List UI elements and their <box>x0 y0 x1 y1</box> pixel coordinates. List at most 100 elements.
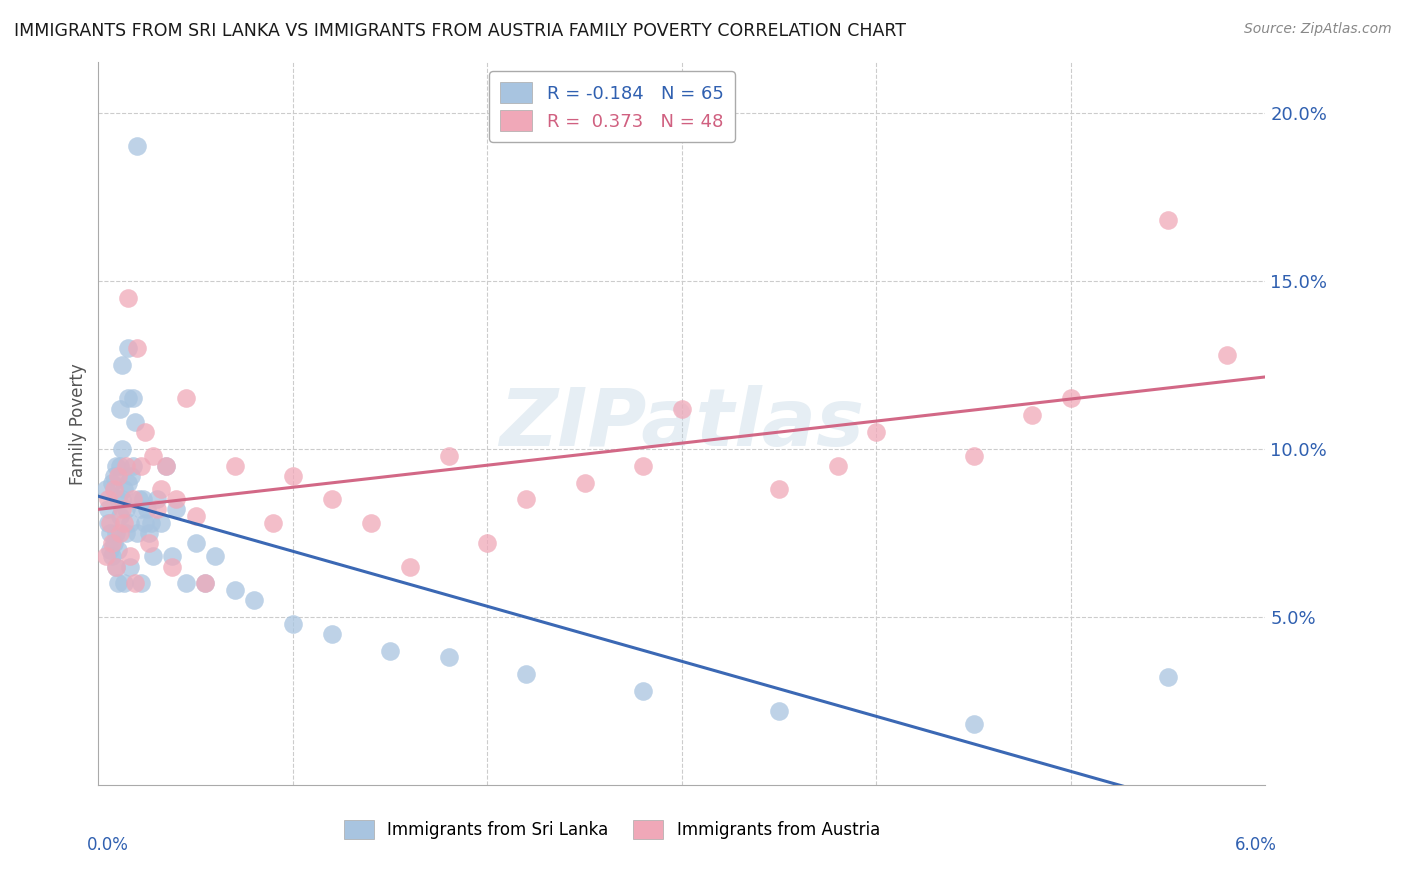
Point <box>1215 348 1237 362</box>
Point <box>174 392 197 406</box>
Point <box>117 291 139 305</box>
Point <box>134 516 156 530</box>
Point <box>117 475 139 490</box>
Point <box>112 482 135 496</box>
Point <box>281 468 304 483</box>
Point <box>1021 409 1043 423</box>
Point <box>118 516 141 530</box>
Point <box>117 392 139 406</box>
Point <box>184 509 207 524</box>
Point <box>118 559 141 574</box>
Point <box>107 542 129 557</box>
Point <box>111 502 134 516</box>
Text: ZIPatlas: ZIPatlas <box>499 384 865 463</box>
Point <box>437 650 460 665</box>
Text: Source: ZipAtlas.com: Source: ZipAtlas.com <box>1244 22 1392 37</box>
Point <box>111 442 134 456</box>
Point <box>1157 213 1180 227</box>
Point <box>962 449 984 463</box>
Point <box>142 449 165 463</box>
Point <box>97 492 120 507</box>
Point <box>118 549 141 564</box>
Point <box>122 458 145 473</box>
Point <box>121 468 143 483</box>
Point <box>139 516 162 530</box>
Point <box>1060 392 1083 406</box>
Point <box>107 492 129 507</box>
Point <box>1157 670 1180 684</box>
Point <box>138 536 160 550</box>
Point <box>132 492 155 507</box>
Point <box>129 458 152 473</box>
Text: IMMIGRANTS FROM SRI LANKA VS IMMIGRANTS FROM AUSTRIA FAMILY POVERTY CORRELATION : IMMIGRANTS FROM SRI LANKA VS IMMIGRANTS … <box>14 22 905 40</box>
Point <box>281 616 304 631</box>
Point <box>101 475 124 490</box>
Point <box>114 458 136 473</box>
Point <box>162 549 184 564</box>
Point <box>108 525 131 540</box>
Point <box>827 458 849 473</box>
Point <box>97 516 120 530</box>
Point <box>174 576 197 591</box>
Point <box>103 468 125 483</box>
Point <box>104 458 127 473</box>
Point <box>103 482 125 496</box>
Point <box>97 502 120 516</box>
Point <box>136 502 159 516</box>
Point <box>101 549 124 564</box>
Point <box>108 401 131 416</box>
Point <box>96 482 118 496</box>
Point <box>111 492 134 507</box>
Point <box>398 559 420 574</box>
Point <box>768 482 790 496</box>
Point <box>127 139 149 153</box>
Point <box>122 392 145 406</box>
Point <box>129 576 152 591</box>
Point <box>380 643 402 657</box>
Point <box>128 492 150 507</box>
Point <box>107 576 129 591</box>
Point <box>134 425 156 439</box>
Point <box>768 704 790 718</box>
Legend: Immigrants from Sri Lanka, Immigrants from Austria: Immigrants from Sri Lanka, Immigrants fr… <box>333 810 890 849</box>
Point <box>631 684 654 698</box>
Point <box>142 549 165 564</box>
Point <box>96 549 118 564</box>
Point <box>122 492 145 507</box>
Point <box>146 492 169 507</box>
Point <box>574 475 596 490</box>
Point <box>103 536 125 550</box>
Point <box>162 559 184 574</box>
Point <box>321 492 343 507</box>
Point <box>184 536 207 550</box>
Point <box>117 341 139 355</box>
Point <box>98 542 121 557</box>
Point <box>127 341 149 355</box>
Point <box>165 492 187 507</box>
Point <box>321 626 343 640</box>
Point <box>515 667 537 681</box>
Text: 0.0%: 0.0% <box>87 836 128 854</box>
Point <box>104 525 127 540</box>
Point <box>515 492 537 507</box>
Point <box>104 559 127 574</box>
Point <box>146 502 169 516</box>
Point <box>155 458 177 473</box>
Point <box>437 449 460 463</box>
Point <box>129 502 152 516</box>
Point <box>138 525 160 540</box>
Point <box>112 576 135 591</box>
Point <box>224 582 246 597</box>
Point <box>124 576 146 591</box>
Point <box>149 482 172 496</box>
Text: 6.0%: 6.0% <box>1236 836 1277 854</box>
Point <box>124 415 146 429</box>
Point <box>243 593 266 607</box>
Point <box>155 458 177 473</box>
Point <box>107 468 129 483</box>
Point <box>101 536 124 550</box>
Point <box>360 516 382 530</box>
Point <box>224 458 246 473</box>
Point <box>104 559 127 574</box>
Point <box>671 401 693 416</box>
